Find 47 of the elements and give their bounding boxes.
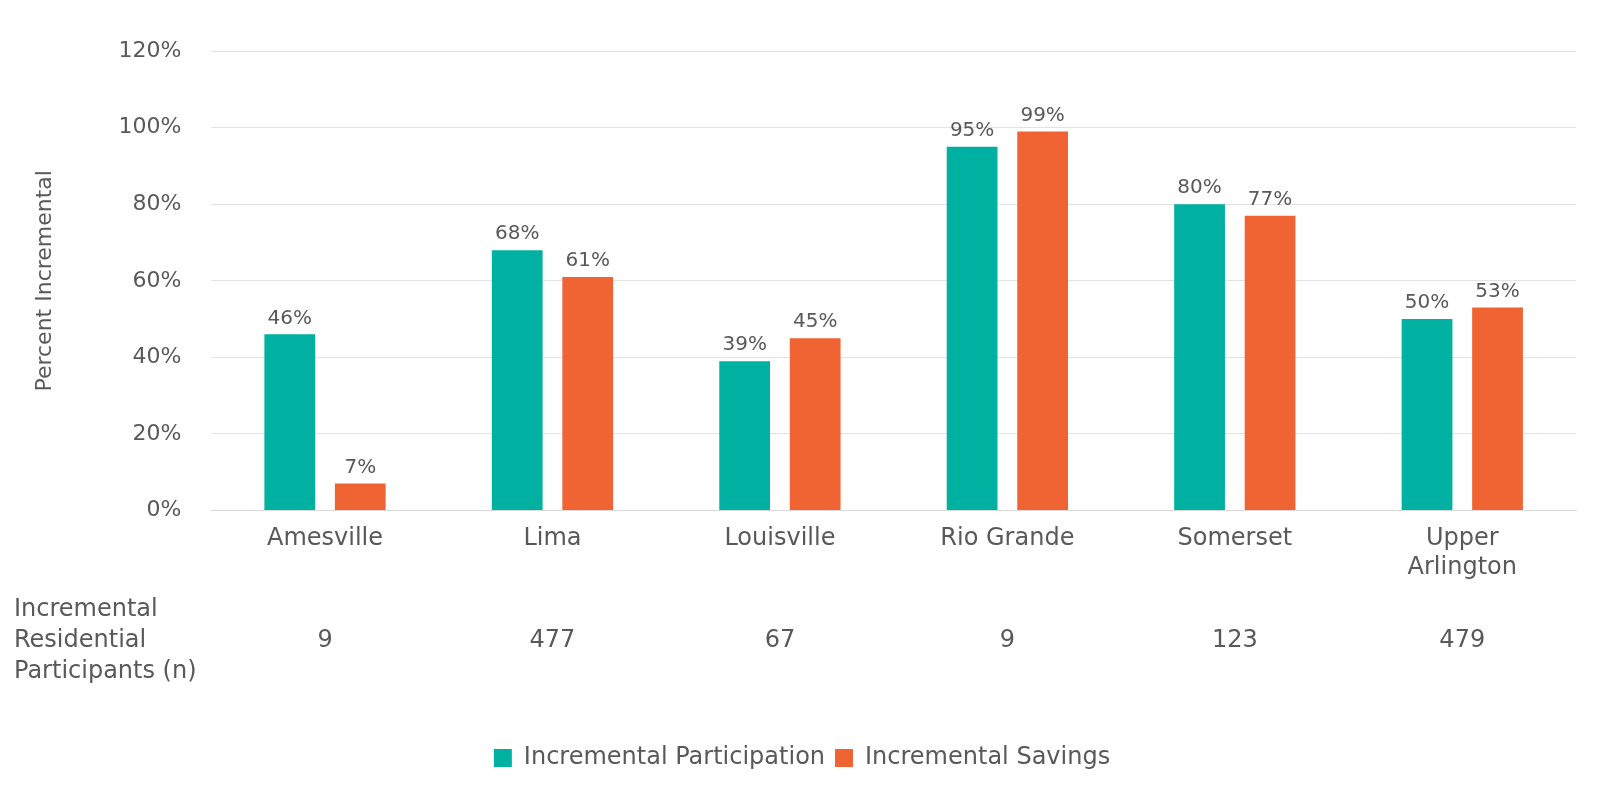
data-label: 80% (1177, 174, 1222, 199)
bar (491, 250, 543, 510)
text: 123 (1211, 625, 1258, 654)
x-tick-label: Somerset (1177, 523, 1293, 552)
data-label: 77% (1247, 185, 1293, 210)
data-label: 7% (344, 453, 377, 478)
bar (334, 483, 386, 510)
y-tick-label: 0% (146, 496, 182, 522)
bar (562, 276, 614, 510)
x-tick-label: Louisville (724, 523, 836, 552)
data-label: 53% (1475, 277, 1520, 302)
data-label: 45% (792, 308, 838, 333)
data-label: 61% (565, 247, 610, 272)
x-tick-label: Amesville (267, 523, 384, 552)
legend-label: Incremental Participation (523, 742, 826, 771)
data-label: 99% (1020, 101, 1065, 126)
y-tick-label: 100% (118, 113, 182, 139)
text: 9 (999, 625, 1016, 654)
y-tick-label: 120% (118, 36, 182, 62)
y-tick-label: 20% (132, 419, 182, 445)
data-label: 68% (494, 220, 540, 245)
text: 9 (317, 625, 333, 654)
data-label: 39% (722, 331, 767, 356)
y-tick-label: 40% (132, 343, 182, 369)
bar (1017, 131, 1069, 510)
legend-label: Incremental Savings (865, 742, 1111, 771)
text: 477 (529, 625, 576, 654)
bar (1401, 319, 1453, 510)
bar (946, 146, 998, 510)
bar (264, 334, 316, 510)
y-axis-title: Percent Incremental (30, 170, 56, 392)
bar (789, 338, 841, 510)
data-label: 50% (1404, 289, 1450, 314)
data-label: 46% (267, 304, 312, 329)
x-tick-label: Upper Arlington (1407, 523, 1517, 580)
data-label: 95% (949, 117, 995, 142)
y-tick-label: 60% (132, 266, 182, 292)
y-tick-label: 80% (132, 189, 182, 215)
x-tick-label: Rio Grande (940, 523, 1075, 552)
text: 67 (764, 625, 796, 654)
bar (719, 361, 771, 510)
bar (1472, 307, 1523, 510)
text: Incremental Residential Participants (n) (14, 594, 197, 685)
bar (1244, 215, 1296, 510)
bar (1174, 204, 1225, 510)
x-tick-label: Lima (523, 523, 582, 552)
text: 479 (1439, 625, 1486, 654)
